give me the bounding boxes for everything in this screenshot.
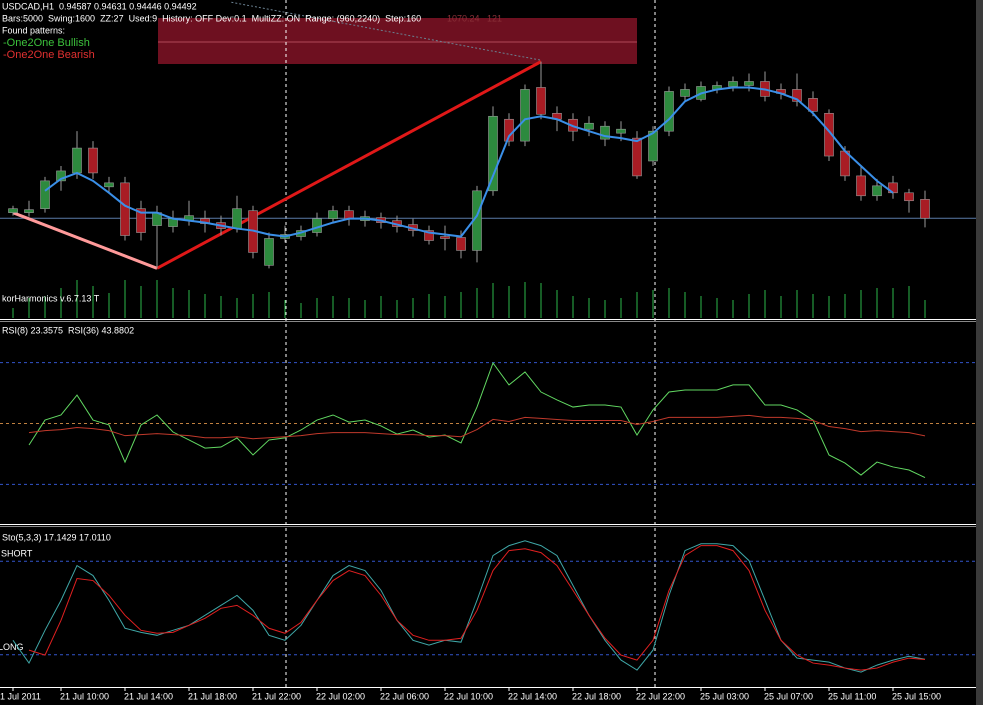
indicator-line xyxy=(28,545,926,671)
level-label: SHORT xyxy=(1,549,33,559)
time-label: 25 Jul 11:00 xyxy=(828,691,876,701)
settings-line: Bars:5000 Swing:1600 ZZ:27 Used:9 Histor… xyxy=(2,13,421,23)
time-label: 21 Jul 18:00 xyxy=(188,691,237,701)
candle-body xyxy=(136,208,146,233)
candle-body xyxy=(632,137,642,177)
ma-line xyxy=(44,86,894,238)
candle-body xyxy=(520,89,530,142)
pattern-bearish: -One2One Bearish xyxy=(3,49,95,61)
candle-body xyxy=(856,175,866,197)
candle-body xyxy=(232,208,242,229)
candle-body xyxy=(728,81,738,87)
candle-body xyxy=(808,98,818,112)
level-label: LONG xyxy=(0,642,24,652)
time-label: 21 Jul 10:00 xyxy=(60,691,109,701)
pattern-score: 1070.24 121 xyxy=(447,13,502,23)
pattern-bullish: -One2One Bullish xyxy=(3,37,90,49)
candle-body xyxy=(920,199,930,219)
candle-body xyxy=(424,230,434,241)
candle-body xyxy=(8,208,18,213)
zigzag-line xyxy=(12,211,158,270)
candle-body xyxy=(584,122,594,130)
candle-body xyxy=(328,210,338,219)
candle-body xyxy=(120,182,130,236)
time-label: 25 Jul 03:00 xyxy=(700,691,749,701)
candle-body xyxy=(440,236,450,239)
candle-body xyxy=(40,180,50,209)
candle-body xyxy=(664,91,674,132)
candle-body xyxy=(264,238,274,266)
time-label: 22 Jul 06:00 xyxy=(380,691,429,701)
time-label: 21 Jul 14:00 xyxy=(124,691,173,701)
indicator-label: korHarmonics v.6.7.13 T xyxy=(2,293,100,303)
candle-body xyxy=(24,209,34,213)
time-label: 22 Jul 02:00 xyxy=(316,691,365,701)
projection-line xyxy=(229,1,541,61)
candle-body xyxy=(72,147,82,174)
candle-body xyxy=(616,128,626,134)
time-label: 25 Jul 07:00 xyxy=(764,691,813,701)
candle-body xyxy=(824,112,834,157)
pattern-zone xyxy=(158,18,637,64)
plot-layer: 21 Jul 2011 21 Jul 10:00 21 Jul 14:00 21 Ju… xyxy=(0,60,976,701)
time-label: 25 Jul 15:00 xyxy=(892,691,941,701)
time-label: 22 Jul 22:00 xyxy=(636,691,685,701)
candle-body xyxy=(792,89,802,102)
time-label: 22 Jul 18:00 xyxy=(572,691,621,701)
rsi-title: RSI(8) 23.3575 RSI(36) 43.8802 xyxy=(2,325,134,335)
candle-body xyxy=(600,125,610,140)
time-label: 21 Jul 22:00 xyxy=(252,691,301,701)
candle-body xyxy=(904,192,914,202)
candle-body xyxy=(456,237,466,251)
time-label: 22 Jul 14:00 xyxy=(508,691,557,701)
candle-body xyxy=(648,130,658,162)
time-label: 21 Jul 2011 xyxy=(0,691,41,701)
patterns-heading: Found patterns: xyxy=(2,25,65,35)
candle-body xyxy=(56,170,66,182)
candle-body xyxy=(344,210,354,219)
candle-body xyxy=(744,81,754,86)
candle-body xyxy=(680,89,690,97)
candle-body xyxy=(104,182,114,188)
candle-body xyxy=(872,185,882,197)
stoch-title: Sto(5,3,3) 17.1429 17.0110 xyxy=(2,532,111,542)
indicator-line xyxy=(28,414,926,440)
candle-body xyxy=(488,115,498,192)
candle-body xyxy=(88,147,98,174)
candle-body xyxy=(536,87,546,115)
time-label: 22 Jul 10:00 xyxy=(444,691,493,701)
symbol-header: USDCAD,H1 0.94587 0.94631 0.94446 0.9449… xyxy=(2,1,197,11)
right-border xyxy=(976,0,983,705)
